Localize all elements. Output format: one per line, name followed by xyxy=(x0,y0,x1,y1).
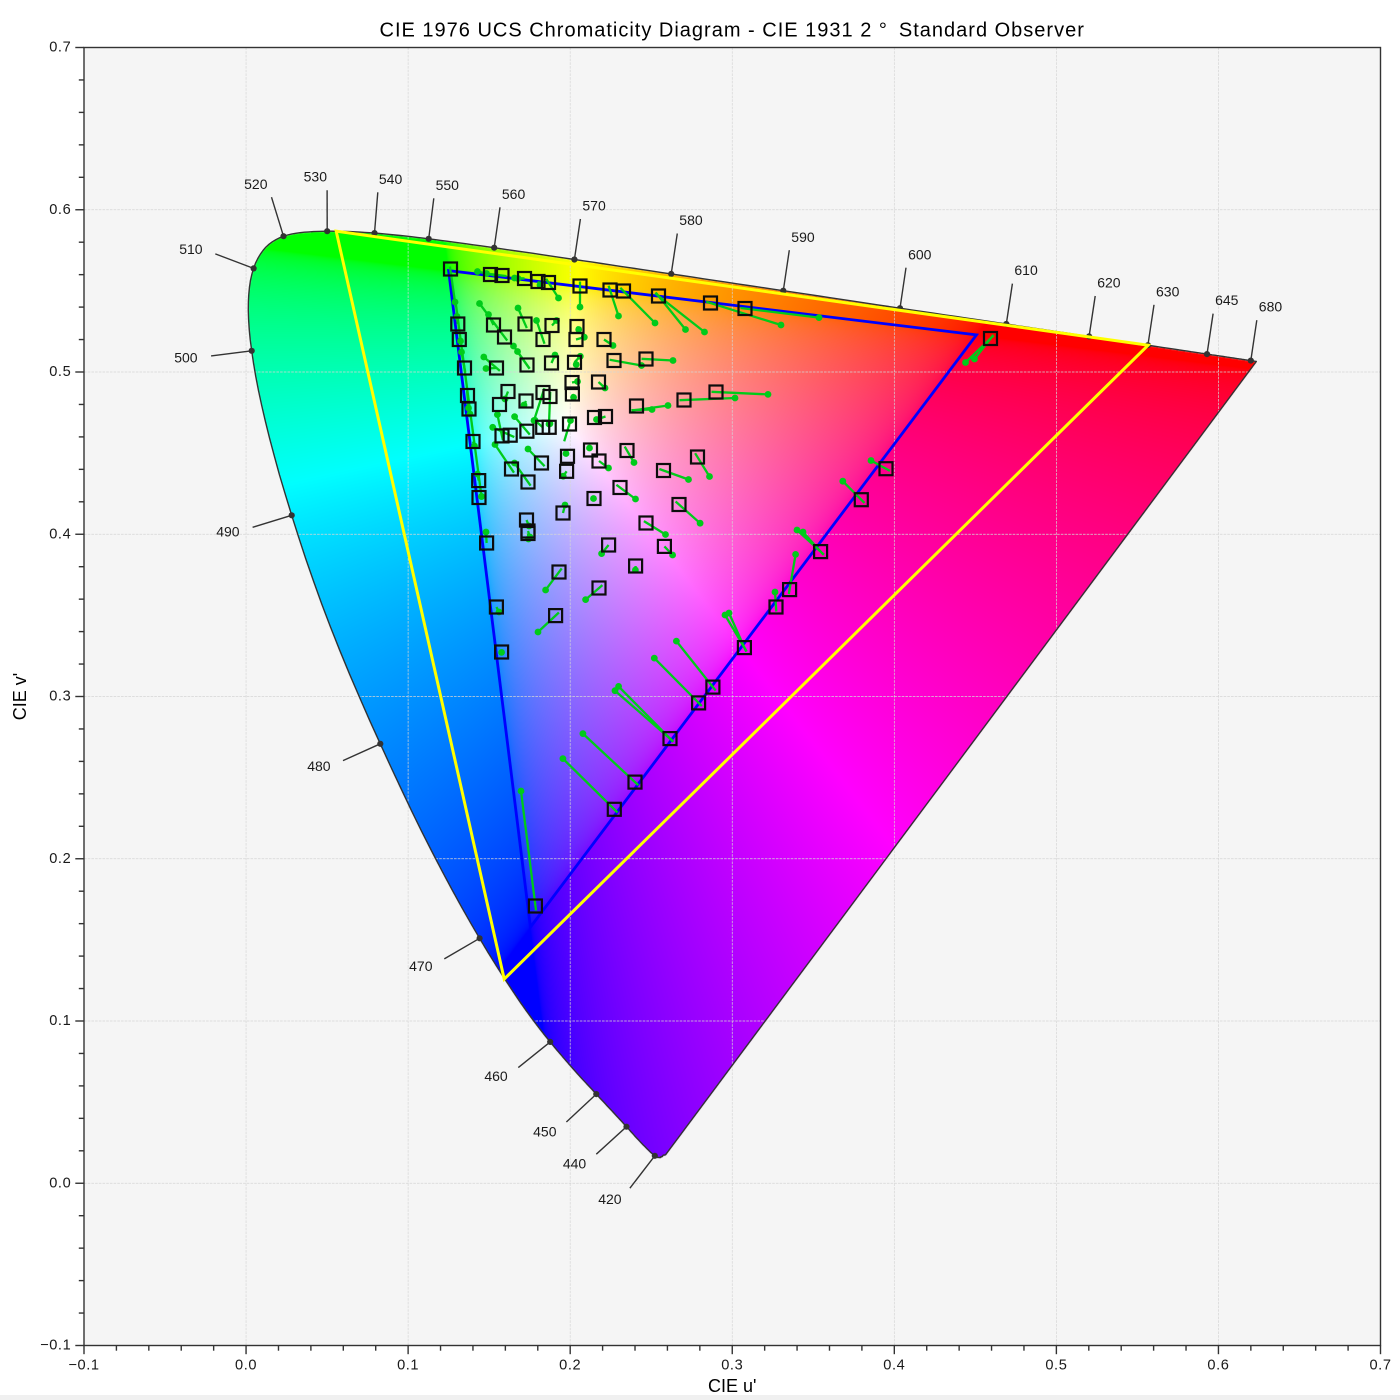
svg-text:550: 550 xyxy=(436,177,460,193)
svg-text:0.0: 0.0 xyxy=(235,1357,257,1373)
svg-text:580: 580 xyxy=(679,212,703,228)
svg-text:440: 440 xyxy=(563,1155,587,1171)
svg-text:470: 470 xyxy=(409,958,433,974)
svg-text:0.5: 0.5 xyxy=(49,364,71,380)
svg-text:0.6: 0.6 xyxy=(1207,1357,1229,1373)
svg-text:610: 610 xyxy=(1014,262,1038,278)
svg-text:−0.1: −0.1 xyxy=(68,1357,99,1373)
svg-text:500: 500 xyxy=(174,350,198,366)
svg-text:0.1: 0.1 xyxy=(397,1357,419,1373)
svg-text:0.3: 0.3 xyxy=(49,689,71,705)
svg-text:0.1: 0.1 xyxy=(49,1013,71,1029)
svg-text:0.4: 0.4 xyxy=(49,526,71,542)
svg-text:0.6: 0.6 xyxy=(49,202,71,218)
svg-text:0.3: 0.3 xyxy=(721,1357,743,1373)
svg-text:0.7: 0.7 xyxy=(49,40,71,56)
svg-text:680: 680 xyxy=(1259,299,1283,315)
svg-text:420: 420 xyxy=(598,1191,622,1207)
svg-text:510: 510 xyxy=(179,241,203,257)
svg-text:520: 520 xyxy=(244,176,268,192)
svg-text:560: 560 xyxy=(502,186,526,202)
svg-text:0.7: 0.7 xyxy=(1369,1357,1391,1373)
svg-text:490: 490 xyxy=(216,523,240,539)
svg-text:600: 600 xyxy=(908,246,932,262)
svg-text:460: 460 xyxy=(484,1068,508,1084)
svg-text:645: 645 xyxy=(1215,292,1239,308)
svg-text:530: 530 xyxy=(304,169,328,185)
svg-text:CIE 1976 UCS Chromaticity Diag: CIE 1976 UCS Chromaticity Diagram - CIE … xyxy=(380,19,1085,41)
svg-text:480: 480 xyxy=(307,758,331,774)
svg-text:0.4: 0.4 xyxy=(883,1357,905,1373)
svg-text:450: 450 xyxy=(533,1123,557,1139)
svg-text:CIE u': CIE u' xyxy=(708,1376,756,1396)
svg-text:630: 630 xyxy=(1156,283,1180,299)
svg-text:−0.1: −0.1 xyxy=(40,1338,71,1354)
svg-text:570: 570 xyxy=(582,198,606,214)
svg-text:0.2: 0.2 xyxy=(559,1357,581,1373)
svg-text:620: 620 xyxy=(1097,275,1121,291)
svg-text:590: 590 xyxy=(791,229,815,245)
svg-text:540: 540 xyxy=(379,171,403,187)
svg-text:0.5: 0.5 xyxy=(1045,1357,1067,1373)
svg-text:0.2: 0.2 xyxy=(49,851,71,867)
svg-text:0.0: 0.0 xyxy=(49,1175,71,1191)
svg-text:CIE v': CIE v' xyxy=(10,673,30,720)
